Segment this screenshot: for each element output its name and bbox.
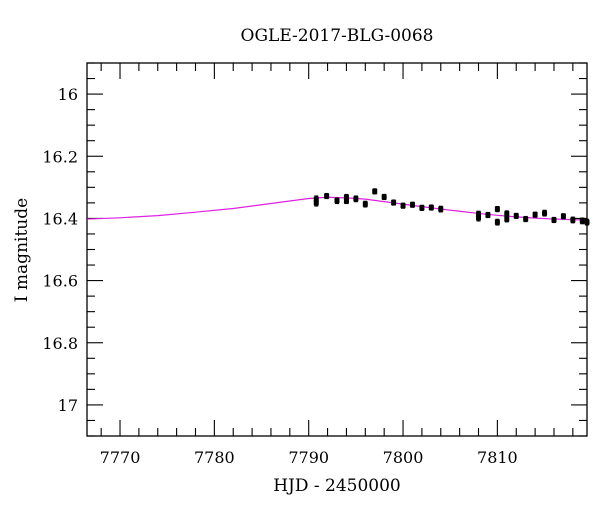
data-point (391, 199, 397, 206)
point-marker (419, 205, 425, 211)
point-marker (504, 216, 510, 222)
point-marker (504, 211, 510, 217)
point-marker (476, 211, 482, 217)
point-marker (560, 213, 566, 219)
data-point (570, 216, 576, 224)
y-tick-label: 16.2 (42, 147, 78, 166)
data-point (438, 205, 444, 213)
point-marker (334, 198, 340, 204)
x-tick-label: 7800 (383, 448, 424, 467)
plot-frame (86, 62, 588, 437)
x-tick-label: 7770 (100, 448, 141, 467)
x-tick-label: 7810 (477, 448, 518, 467)
data-point (551, 216, 557, 224)
y-tick-label: 16.6 (42, 272, 78, 291)
point-marker (551, 217, 557, 223)
point-marker (362, 201, 368, 207)
point-marker (542, 210, 548, 216)
axis-ticks (87, 62, 587, 437)
chart-title: OGLE-2017-BLG-0068 (241, 26, 434, 46)
data-point (324, 192, 330, 200)
point-marker (324, 193, 330, 199)
x-tick-label: 7790 (288, 448, 329, 467)
point-marker (409, 202, 415, 208)
point-marker (391, 200, 397, 206)
y-tick-label: 16.8 (42, 334, 78, 353)
data-points-layer (313, 188, 590, 226)
data-point (494, 218, 500, 226)
point-marker (485, 212, 491, 218)
point-marker (343, 198, 349, 204)
data-point (334, 197, 340, 205)
data-point (504, 215, 510, 223)
y-tick-label: 16 (58, 85, 78, 104)
point-marker (313, 196, 319, 202)
point-marker (570, 217, 576, 223)
model-curve-layer (86, 196, 588, 221)
point-marker (584, 219, 590, 225)
point-marker (400, 203, 406, 209)
point-marker (476, 215, 482, 221)
data-point (372, 188, 378, 195)
point-marker (438, 206, 444, 212)
point-marker (494, 219, 500, 225)
data-point (313, 199, 319, 207)
y-tick-label: 17 (58, 396, 78, 415)
data-point (381, 193, 387, 201)
data-point (362, 200, 368, 208)
data-point (584, 218, 590, 226)
y-axis-label: I magnitude (12, 198, 32, 302)
data-point (343, 197, 349, 205)
data-point (579, 217, 585, 225)
model-curve (86, 196, 588, 221)
point-marker (372, 188, 378, 194)
data-point (353, 195, 359, 203)
x-tick-label: 7780 (194, 448, 235, 467)
point-marker (428, 205, 434, 211)
point-marker (381, 194, 387, 200)
data-point (523, 215, 529, 223)
plot-area: 7770 7780 7790 7800 7810 16 16.2 16.4 16.6 16.8 17 (42, 62, 590, 467)
y-tick-label: 16.4 (42, 209, 78, 228)
data-point (428, 204, 434, 211)
point-marker (353, 196, 359, 202)
data-point (409, 201, 415, 208)
point-marker (579, 218, 585, 224)
point-marker (343, 194, 349, 200)
data-point (419, 204, 425, 211)
point-marker (313, 200, 319, 206)
point-marker (513, 213, 519, 219)
data-point (532, 211, 538, 218)
data-point (513, 212, 519, 220)
axis-tick-labels: 7770 7780 7790 7800 7810 16 16.2 16.4 16.6 16.8 17 (42, 85, 517, 467)
data-point (560, 213, 566, 220)
data-point (494, 206, 500, 213)
point-marker (532, 212, 538, 218)
data-point (476, 214, 482, 222)
data-point (542, 209, 548, 217)
data-point (485, 211, 491, 219)
point-marker (494, 206, 500, 212)
x-axis-label: HJD - 2450000 (273, 476, 401, 496)
data-point (400, 202, 406, 209)
point-marker (523, 216, 529, 222)
